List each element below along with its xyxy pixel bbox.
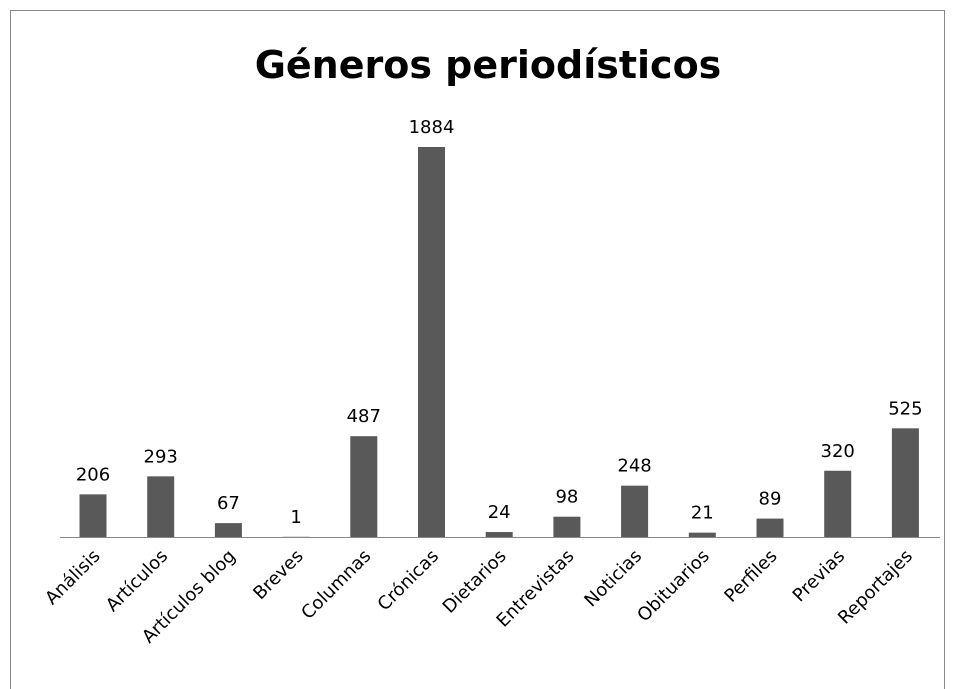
chart-frame bbox=[10, 10, 945, 689]
data-label: 293 bbox=[144, 446, 178, 467]
data-label: 67 bbox=[217, 493, 240, 514]
bar bbox=[418, 147, 445, 537]
bar bbox=[621, 485, 649, 537]
bar bbox=[756, 518, 784, 537]
data-label: 21 bbox=[691, 503, 714, 524]
bar bbox=[891, 428, 919, 537]
bar bbox=[147, 476, 175, 537]
data-label: 89 bbox=[759, 489, 782, 510]
data-label: 248 bbox=[617, 456, 651, 477]
data-label: 206 bbox=[76, 464, 110, 485]
data-label: 320 bbox=[821, 441, 855, 462]
bar bbox=[485, 532, 513, 537]
data-label: 24 bbox=[488, 502, 511, 523]
bar bbox=[79, 494, 107, 537]
data-label: 98 bbox=[555, 487, 578, 508]
bar bbox=[553, 516, 581, 537]
data-label: 1 bbox=[290, 507, 301, 528]
bar bbox=[688, 532, 716, 537]
bar bbox=[214, 523, 242, 537]
bar bbox=[824, 470, 852, 537]
data-label: 525 bbox=[888, 398, 922, 419]
data-label: 1884 bbox=[409, 117, 455, 138]
data-label: 487 bbox=[347, 406, 381, 427]
chart-title: Géneros periodísticos bbox=[255, 43, 722, 87]
bar bbox=[350, 436, 378, 537]
